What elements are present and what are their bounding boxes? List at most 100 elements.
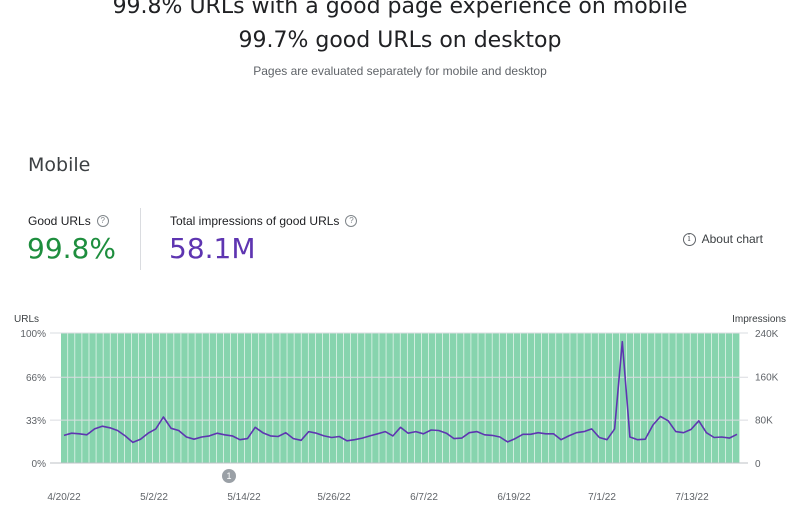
good-urls-bar bbox=[223, 333, 231, 463]
good-urls-bar bbox=[563, 333, 570, 463]
good-urls-bar bbox=[131, 333, 139, 463]
annotation-marker-label: 1 bbox=[226, 471, 231, 481]
good-urls-bar bbox=[435, 333, 443, 463]
x-axis-tick: 6/7/22 bbox=[410, 492, 438, 503]
good-urls-bar bbox=[718, 333, 726, 463]
good-urls-bar bbox=[230, 333, 238, 463]
good-urls-bar bbox=[160, 333, 167, 463]
good-urls-bar bbox=[138, 333, 146, 463]
good-urls-bar bbox=[655, 333, 662, 463]
good-urls-bar bbox=[358, 333, 365, 463]
good-urls-bar bbox=[457, 333, 464, 463]
left-axis-tick: 66% bbox=[26, 373, 46, 384]
good-urls-bar bbox=[174, 333, 181, 463]
good-urls-bar bbox=[82, 333, 89, 463]
good-urls-bar bbox=[421, 333, 429, 463]
good-urls-bar bbox=[301, 333, 308, 463]
good-urls-bar bbox=[244, 333, 252, 463]
good-urls-bar bbox=[216, 333, 224, 463]
good-urls-bar bbox=[414, 333, 422, 463]
good-urls-bar bbox=[478, 333, 485, 463]
good-urls-bar bbox=[683, 333, 690, 463]
good-urls-bar bbox=[167, 333, 174, 463]
good-urls-bar bbox=[549, 333, 556, 463]
good-urls-bar bbox=[577, 333, 584, 463]
good-urls-bar bbox=[145, 333, 153, 463]
good-urls-bar bbox=[110, 333, 117, 463]
good-urls-bar bbox=[315, 333, 323, 463]
left-axis-tick: 0% bbox=[32, 459, 47, 470]
good-urls-bar bbox=[570, 333, 577, 463]
good-urls-bar bbox=[407, 333, 415, 463]
good-urls-bar bbox=[732, 333, 740, 463]
good-urls-bar bbox=[89, 333, 96, 463]
good-urls-bar bbox=[294, 333, 301, 463]
good-urls-bar bbox=[400, 333, 407, 463]
good-urls-bar bbox=[513, 333, 521, 463]
good-urls-bar bbox=[287, 333, 294, 463]
good-urls-bar bbox=[669, 333, 676, 463]
good-urls-bar bbox=[365, 333, 372, 463]
good-urls-bar bbox=[591, 333, 598, 463]
good-urls-bar bbox=[329, 333, 337, 463]
good-urls-bar bbox=[485, 333, 492, 463]
desktop-summary-heading: 99.7% good URLs on desktop bbox=[238, 28, 562, 53]
good-urls-bar bbox=[612, 333, 620, 463]
good-urls-bar bbox=[68, 333, 75, 463]
good-urls-bar bbox=[181, 333, 188, 463]
right-axis-tick: 160K bbox=[755, 372, 779, 383]
good-urls-bar bbox=[676, 333, 683, 463]
good-urls-bar bbox=[471, 333, 478, 463]
impressions-value: 58.1M bbox=[169, 232, 256, 265]
metric-divider bbox=[140, 208, 141, 270]
x-axis-tick: 7/1/22 bbox=[588, 492, 616, 503]
about-chart-button[interactable]: i About chart bbox=[682, 232, 763, 246]
mobile-summary-heading: 99.8% URLs with a good page experience o… bbox=[112, 0, 688, 19]
good-urls-bar bbox=[711, 333, 719, 463]
good-urls-bar bbox=[492, 333, 499, 463]
x-axis-tick: 5/14/22 bbox=[227, 492, 261, 503]
good-urls-bar bbox=[266, 333, 273, 463]
good-urls-bar bbox=[308, 333, 316, 463]
good-urls-bar bbox=[633, 333, 641, 463]
good-urls-bar bbox=[527, 333, 535, 463]
left-axis-title: URLs bbox=[14, 314, 39, 325]
good-urls-bar bbox=[690, 333, 697, 463]
good-urls-bar bbox=[605, 333, 613, 463]
good-urls-bar bbox=[556, 333, 563, 463]
about-chart-label: About chart bbox=[701, 232, 763, 246]
good-urls-bar bbox=[280, 333, 287, 463]
good-urls-bar bbox=[442, 333, 450, 463]
x-axis-tick: 5/2/22 bbox=[140, 492, 168, 503]
x-axis-tick: 5/26/22 bbox=[317, 492, 351, 503]
good-urls-value: 99.8% bbox=[27, 232, 116, 265]
good-urls-bar bbox=[259, 333, 266, 463]
good-urls-bar bbox=[61, 333, 68, 463]
good-urls-bar bbox=[534, 333, 542, 463]
good-urls-bar bbox=[541, 333, 549, 463]
good-urls-bar bbox=[124, 333, 132, 463]
good-urls-bar bbox=[251, 333, 259, 463]
annotation-marker[interactable]: 1 bbox=[222, 469, 236, 483]
right-axis-tick: 80K bbox=[755, 416, 773, 427]
good-urls-bar bbox=[237, 333, 245, 463]
left-axis-tick: 100% bbox=[20, 329, 46, 340]
good-urls-bar bbox=[202, 333, 209, 463]
good-urls-bar bbox=[379, 333, 386, 463]
good-urls-bar bbox=[273, 333, 280, 463]
info-icon: i bbox=[682, 232, 696, 246]
right-axis-title: Impressions bbox=[732, 314, 786, 325]
right-axis-tick: 240K bbox=[755, 329, 779, 340]
good-urls-bar bbox=[704, 333, 712, 463]
x-axis-tick: 7/13/22 bbox=[675, 492, 709, 503]
good-urls-bar bbox=[464, 333, 471, 463]
good-urls-bar bbox=[499, 333, 506, 463]
good-urls-bar bbox=[322, 333, 330, 463]
good-urls-bar bbox=[336, 333, 344, 463]
help-icon[interactable]: ? bbox=[345, 215, 358, 227]
good-urls-bar bbox=[648, 333, 655, 463]
good-urls-bar bbox=[195, 333, 202, 463]
help-icon[interactable]: ? bbox=[96, 215, 109, 227]
good-urls-bar bbox=[372, 333, 379, 463]
